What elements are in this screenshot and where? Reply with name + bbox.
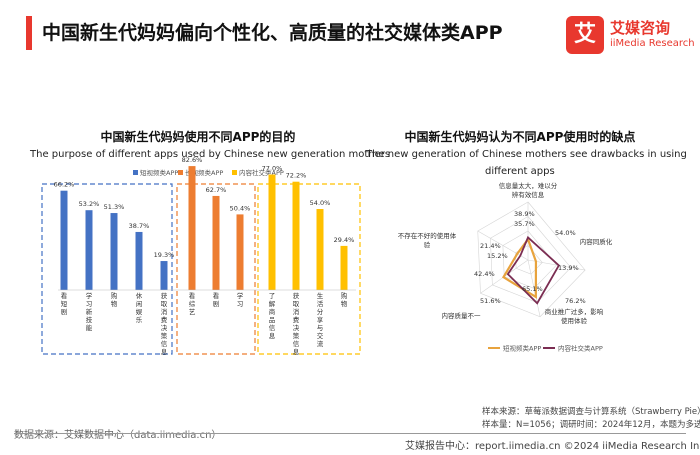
radar-value-label: 13.9% [558, 264, 579, 272]
legend-label-2: 长视频类APP [185, 168, 223, 177]
legend-label-1: 短视频类APP [140, 168, 178, 177]
legend-label-3: 内容社交类APP [239, 168, 284, 177]
radar-value-label: 15.2% [487, 252, 508, 260]
footer-divider [14, 433, 686, 434]
bar [160, 261, 168, 290]
radar-value-label: 54.0% [555, 229, 576, 237]
logo-name-cn: 艾媒咨询 [610, 19, 671, 37]
bar-value-label: 77.0% [262, 165, 283, 173]
bar [85, 210, 93, 290]
group-frame-3 [257, 183, 361, 355]
radar-axis-line [527, 259, 586, 271]
bar-category-label: 学习新技能 [86, 291, 93, 332]
radar-axis-label: 使用体验 [561, 316, 588, 325]
radar-axis-label: 商业推广过多，影响 [545, 307, 604, 316]
bar-category-label: 休闲娱乐 [136, 291, 143, 324]
data-source: 数据来源：艾媒数据中心（data.iimedia.cn） [14, 430, 222, 441]
sample-size: 样本量：N=1056；调研时间：2024年12月，本题为多选 [482, 420, 700, 430]
radar-axis-label: 不存在不好的使用体 [398, 231, 457, 240]
radar-legend-label-2: 内容社交类APP [558, 344, 603, 353]
bar [60, 190, 68, 290]
bar-category-label: 看剧 [213, 292, 220, 308]
bar [292, 181, 300, 290]
page-title: 中国新生代妈妈偏向个性化、高质量的社交媒体类APP [42, 22, 503, 44]
bar-value-label: 66.2% [54, 181, 75, 189]
bar-category-label: 学习 [237, 291, 244, 308]
radar-value-label: 38.9% [514, 210, 535, 218]
bar-value-label: 29.4% [334, 236, 355, 244]
bar-category-label: 看综艺 [189, 292, 196, 316]
radar-grid-ring [490, 216, 572, 303]
bar-category-label: 了解商品信息 [269, 292, 276, 340]
right-chart-title-en-line2: different apps [485, 166, 555, 177]
radar-value-label: 35.7% [514, 220, 535, 228]
radar-axis-label: 信息量太大，难以分 [499, 181, 558, 190]
bar-value-label: 82.6% [182, 156, 203, 164]
bar [135, 231, 143, 290]
left-chart-title-en: The purpose of different apps used by Ch… [30, 149, 391, 160]
bar [212, 195, 220, 290]
legend-swatch-2 [178, 170, 183, 175]
radar-axis-label: 验 [424, 240, 431, 249]
sample-source: 样本来源：草莓派数据调查与计算系统（Strawberry Pie） [482, 407, 700, 417]
bar-category-label: 购物 [111, 291, 118, 308]
legend-swatch-3 [232, 170, 237, 175]
bar [316, 209, 324, 290]
bar-category-label: 购物 [341, 291, 348, 308]
footer-brand: 艾媒报告中心：report.iimedia.cn ©2024 iiMedia R… [405, 441, 700, 452]
left-chart-title-cn: 中国新生代妈妈使用不同APP的目的 [100, 130, 296, 144]
radar-value-label: 51.6% [480, 297, 501, 305]
radar-grid-ring [477, 201, 586, 318]
group-frame-1 [41, 183, 173, 355]
radar-axis-label: 内容同质化 [580, 237, 613, 246]
bar-value-label: 54.0% [310, 199, 331, 207]
radar-value-label: 65.1% [522, 285, 543, 293]
radar-axis-label: 内容质量不一 [442, 311, 482, 320]
bar [268, 174, 276, 290]
radar-legend-label-1: 短视频类APP [503, 344, 541, 353]
logo-name-en: iiMedia Research [610, 38, 695, 49]
right-chart-title-en-line1: The new generation of Chinese mothers se… [366, 149, 687, 160]
radar-value-label: 21.4% [480, 242, 501, 250]
bar-category-label: 看短剧 [61, 292, 68, 316]
radar-axis-label: 辨有效信息 [512, 190, 545, 199]
radar-axis-line [527, 259, 541, 317]
bar [340, 245, 348, 290]
bar-value-label: 72.2% [286, 172, 307, 180]
brand-logo: 艾 艾媒咨询 iiMedia Research [566, 16, 695, 56]
bar [188, 166, 196, 290]
bar [236, 214, 244, 290]
bar-value-label: 53.2% [79, 200, 100, 208]
radar-grid-ring [515, 245, 543, 275]
bar-category-label: 获取消费决策信息 [161, 291, 168, 356]
bar-value-label: 51.3% [104, 203, 125, 211]
radar-value-label: 76.2% [565, 297, 586, 305]
bar-category-label: 生活分享与交流 [317, 291, 324, 348]
legend-swatch-1 [133, 170, 138, 175]
title-accent-bar [26, 16, 32, 50]
bar [110, 213, 118, 290]
right-chart-title-cn: 中国新生代妈妈认为不同APP使用时的缺点 [404, 130, 636, 144]
bar-value-label: 50.4% [230, 204, 251, 212]
bar-value-label: 38.7% [129, 222, 150, 230]
group-frame-2 [176, 183, 256, 355]
logo-mark: 艾 [566, 16, 604, 54]
bar-value-label: 62.7% [206, 186, 227, 194]
radar-series-line-2 [506, 235, 560, 305]
bar-value-label: 19.3% [154, 251, 175, 259]
radar-value-label: 42.4% [474, 270, 495, 278]
bar-category-label: 获取消费决策信息 [293, 291, 300, 356]
